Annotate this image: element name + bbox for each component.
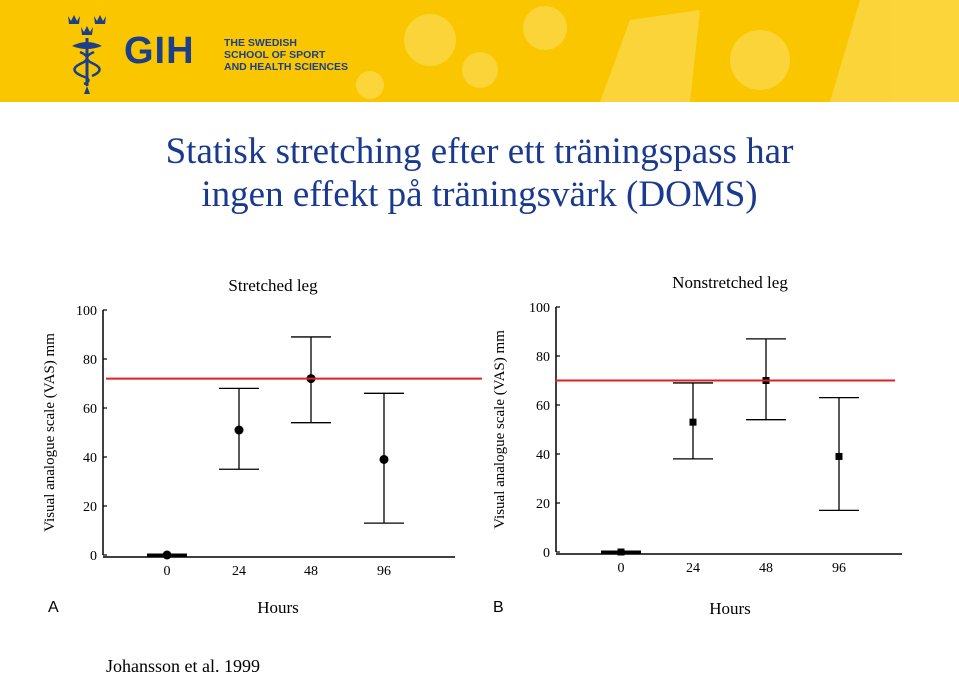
x-tick-label: 96 — [377, 564, 391, 579]
y-tick-label: 100 — [529, 301, 550, 316]
slide-title-line: ingen effekt på träningsvärk (DOMS) — [201, 174, 758, 215]
data-point — [689, 418, 697, 426]
y-axis-label: Visual analogue scale (VAS) mm — [492, 330, 508, 529]
y-tick-label: 80 — [83, 353, 97, 368]
citation: Johansson et al. 1999 — [106, 656, 260, 676]
figure-charts: Stretched leg 0 20 40 60 80 100 Visual analogue… — [42, 273, 902, 618]
y-tick-label: 40 — [536, 448, 550, 463]
crown-pattern-background — [356, 0, 959, 102]
data-point — [835, 452, 843, 460]
slide-title-line: Statisk stretching efter ett träningspas… — [165, 131, 794, 172]
institution-name-line: THE SWEDISH — [224, 37, 297, 49]
y-tick-label: 80 — [536, 350, 550, 365]
chart-title: Nonstretched leg — [672, 273, 788, 292]
panel-letter: A — [48, 599, 59, 616]
x-tick-label: 0 — [164, 564, 171, 579]
x-tick-label: 96 — [832, 561, 846, 576]
three-crowns-caduceus-icon — [68, 15, 106, 94]
slide-title: Statisk stretching efter ett träningspas… — [0, 130, 959, 216]
data-point — [617, 548, 625, 556]
data-point — [379, 454, 389, 464]
x-tick-label: 24 — [232, 564, 246, 579]
y-tick-label: 40 — [83, 451, 97, 466]
x-axis-label: Hours — [709, 599, 751, 618]
y-tick-label: 0 — [90, 549, 97, 564]
y-tick-label: 60 — [83, 402, 97, 417]
logo-abbreviation: GIH — [124, 30, 195, 72]
y-tick-label: 100 — [76, 304, 97, 319]
x-tick-label: 48 — [304, 564, 318, 579]
x-tick-label: 24 — [686, 561, 700, 576]
y-tick-label: 0 — [543, 546, 550, 561]
y-tick-label: 20 — [83, 500, 97, 515]
institution-name-line: SCHOOL OF SPORT — [224, 49, 326, 61]
y-tick-label: 60 — [536, 399, 550, 414]
data-point — [162, 550, 172, 560]
panel-letter: B — [493, 599, 504, 616]
x-tick-label: 48 — [759, 561, 773, 576]
header-banner: GIH THE SWEDISH SCHOOL OF SPORT AND HEAL… — [0, 0, 959, 102]
x-tick-label: 0 — [618, 561, 625, 576]
institution-name: THE SWEDISH SCHOOL OF SPORT AND HEALTH S… — [224, 37, 348, 73]
chart-title: Stretched leg — [228, 276, 318, 295]
institution-name-line: AND HEALTH SCIENCES — [224, 61, 349, 73]
data-point — [234, 425, 244, 435]
x-axis-label: Hours — [257, 598, 299, 617]
y-axis-label: Visual analogue scale (VAS) mm — [42, 333, 58, 532]
y-tick-label: 20 — [536, 497, 550, 512]
